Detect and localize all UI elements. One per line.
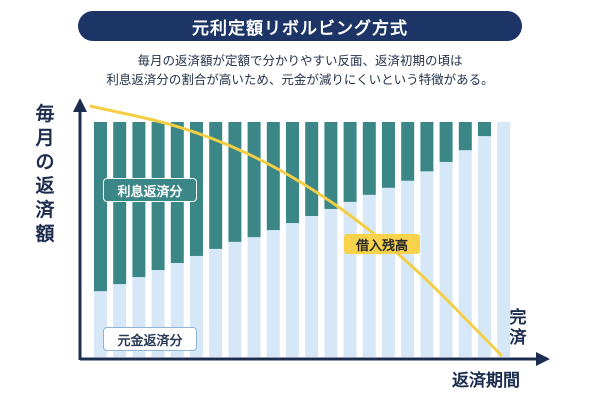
interest-bar [362, 122, 376, 195]
principal-bar [343, 201, 357, 357]
principal-bar [209, 248, 223, 357]
balance-label: 借入残高 [344, 234, 420, 254]
interest-bar [113, 122, 127, 285]
axes [73, 98, 550, 366]
payoff-label: 完済 [509, 308, 527, 348]
principal-bar [247, 237, 261, 357]
principal-bar [420, 171, 434, 357]
principal-bar [458, 150, 472, 357]
interest-bar [382, 122, 395, 188]
interest-bar [439, 122, 453, 162]
interest-bar [458, 122, 472, 151]
principal-bar [478, 136, 491, 357]
interest-bar [266, 122, 280, 231]
interest-bar [228, 122, 242, 242]
y-axis-arrow [73, 98, 87, 112]
principal-bar [266, 230, 280, 357]
interest-bar [305, 122, 319, 216]
description-line-1: 毎月の返済額が定額で分かりやすい反面、返済初期の頃は [137, 53, 463, 68]
balance-curve [89, 104, 504, 358]
interest-bar [209, 122, 223, 249]
interest-label: 利息返済分 [103, 178, 197, 202]
principal-bar [324, 208, 338, 357]
page-title: 元利定額リボルビング方式 [78, 11, 522, 41]
interest-bar [286, 122, 299, 224]
bars-group [94, 122, 511, 357]
principal-bar [497, 122, 511, 357]
interest-bar [324, 122, 338, 209]
principal-bar [382, 187, 395, 357]
interest-bar [94, 122, 107, 292]
y-axis-label: 毎月の返済額 [35, 103, 55, 245]
interest-bar [401, 122, 415, 181]
principal-label: 元金返済分 [103, 327, 197, 351]
principal-bar [439, 161, 453, 357]
principal-bar [286, 223, 299, 357]
x-axis-label: 返済期間 [452, 371, 520, 391]
interest-bar [420, 122, 434, 172]
principal-bar [228, 241, 242, 357]
x-axis-arrow [536, 352, 550, 366]
principal-bar [305, 216, 319, 357]
interest-bar [247, 122, 261, 238]
description-line-2: 利息返済分の割合が高いため、元金が減りにくいという特徴がある。 [106, 72, 494, 87]
interest-bar [343, 122, 357, 202]
principal-bar [401, 180, 415, 357]
principal-bar [362, 194, 376, 357]
interest-bar [478, 122, 491, 137]
